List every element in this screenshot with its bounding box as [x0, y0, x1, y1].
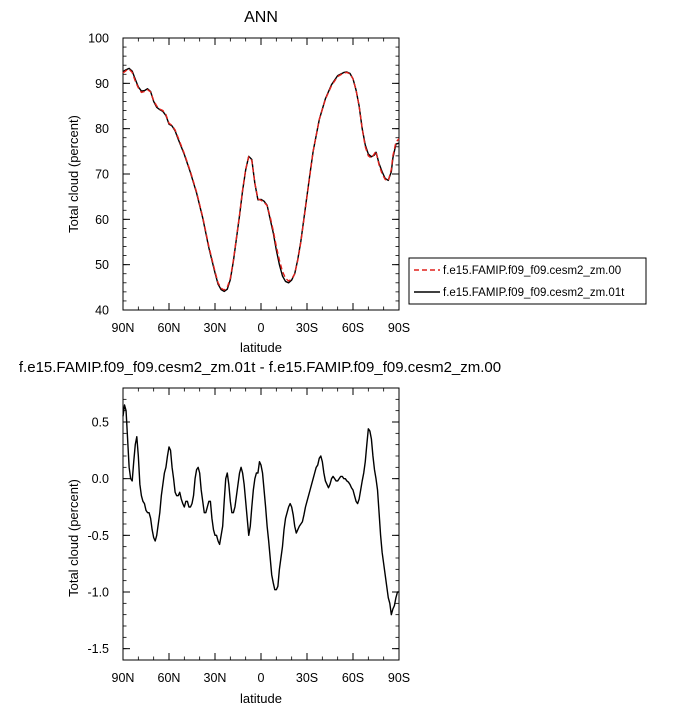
bottom-series-line-0 — [122, 404, 399, 616]
bottom-y-tick-label: 0.5 — [92, 416, 109, 430]
legend-label-01t: f.e15.FAMIP.f09_f09.cesm2_zm.01t — [443, 287, 625, 299]
bottom-x-tick-label: 30N — [204, 671, 227, 685]
top-x-axis-label: latitude — [240, 340, 282, 355]
top-x-axis: 90N 60N 30N 0 30S 60S 90S — [112, 38, 410, 335]
bottom-y-tick-label: -1.0 — [87, 586, 109, 600]
bottom-y-axis-label: Total cloud (percent) — [66, 479, 81, 597]
bottom-x-axis: 90N 60N 30N 0 30S 60S 90S — [112, 388, 410, 685]
top-y-tick-label: 50 — [95, 258, 109, 272]
bottom-x-tick-label: 60S — [342, 671, 364, 685]
bottom-x-tick-label: 90S — [388, 671, 410, 685]
top-y-axis: 40 50 60 70 80 90 100 — [88, 32, 399, 318]
top-y-tick-label: 70 — [95, 168, 109, 182]
bottom-y-axis: 0.5 0.0 -0.5 -1.0 -1.5 — [87, 387, 399, 661]
legend-box — [408, 257, 647, 305]
legend-label-00: f.e15.FAMIP.f09_f09.cesm2_zm.00 — [443, 265, 621, 277]
top-x-tick-label: 30N — [204, 321, 227, 335]
top-plot-frame — [122, 37, 400, 311]
bottom-x-tick-label: 0 — [258, 671, 265, 685]
top-y-tick-label: 90 — [95, 77, 109, 91]
top-y-tick-label: 100 — [88, 32, 109, 46]
top-y-tick-label: 60 — [95, 213, 109, 227]
bottom-y-tick-label: -1.5 — [87, 642, 109, 656]
top-series-line-0 — [122, 68, 400, 291]
bottom-chart-title: f.e15.FAMIP.f09_f09.cesm2_zm.01t - f.e15… — [19, 359, 501, 376]
legend: f.e15.FAMIP.f09_f09.cesm2_zm.00 f.e15.FA… — [408, 257, 647, 305]
top-x-tick-label: 0 — [258, 321, 265, 335]
bottom-x-tick-label: 60N — [158, 671, 181, 685]
top-series-line-1 — [122, 67, 400, 293]
bottom-x-axis-label: latitude — [240, 691, 282, 706]
bottom-x-tick-label: 90N — [112, 671, 135, 685]
top-x-tick-label: 90N — [112, 321, 135, 335]
top-y-axis-label: Total cloud (percent) — [66, 115, 81, 233]
top-series-group — [122, 67, 400, 293]
bottom-series-group — [122, 404, 399, 616]
top-x-tick-label: 90S — [388, 321, 410, 335]
top-y-tick-label: 40 — [95, 304, 109, 318]
top-x-tick-label: 30S — [296, 321, 318, 335]
bottom-plot-frame — [122, 387, 400, 661]
bottom-x-tick-label: 30S — [296, 671, 318, 685]
top-y-tick-label: 80 — [95, 122, 109, 136]
top-chart-title: ANN — [244, 9, 278, 26]
top-x-tick-label: 60S — [342, 321, 364, 335]
bottom-chart: f.e15.FAMIP.f09_f09.cesm2_zm.01t - f.e15… — [19, 359, 501, 706]
top-x-tick-label: 60N — [158, 321, 181, 335]
bottom-y-tick-label: 0.0 — [92, 472, 109, 486]
bottom-y-tick-label: -0.5 — [87, 529, 109, 543]
